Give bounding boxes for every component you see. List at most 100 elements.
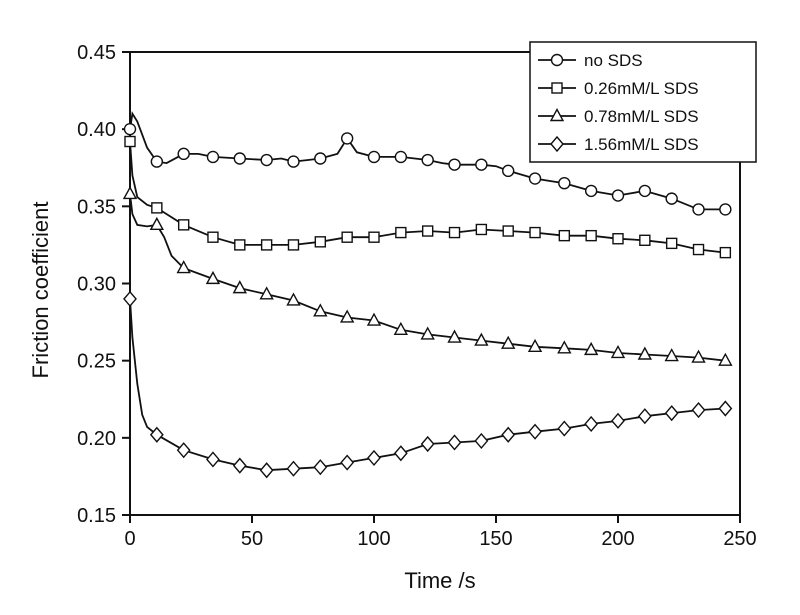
data-point: [232, 457, 247, 474]
data-point: [719, 203, 732, 216]
x-axis-ticks: 0 50 100 150 200 250: [124, 515, 757, 550]
data-point: [527, 338, 543, 352]
data-point: [719, 246, 732, 259]
x-tick-label: 100: [357, 528, 390, 550]
data-point: [340, 132, 354, 145]
data-point: [584, 415, 599, 433]
legend: no SDS 0.26mM/L SDS 0.78mM/L SDS 1.56mM/L S…: [529, 41, 757, 163]
legend-marker: [549, 108, 565, 122]
legend-label: no SDS: [584, 51, 643, 70]
data-point: [447, 329, 462, 343]
data-point: [368, 231, 380, 243]
data-point: [502, 164, 515, 178]
data-point: [260, 153, 273, 167]
data-point: [259, 286, 274, 300]
data-point: [367, 449, 381, 466]
data-point: [234, 239, 246, 251]
data-point: [585, 229, 597, 242]
data-point: [692, 203, 705, 216]
series-layer: [122, 111, 733, 479]
data-point: [314, 152, 327, 165]
data-point: [341, 231, 353, 243]
x-tick-label: 0: [124, 528, 135, 550]
data-point: [259, 462, 274, 479]
data-point: [176, 260, 191, 274]
x-tick-label: 200: [601, 528, 634, 550]
data-point: [637, 346, 653, 360]
y-axis-title: Friction coefficient: [28, 202, 53, 379]
data-point: [176, 442, 191, 459]
data-point: [447, 434, 462, 451]
x-tick-label: 50: [241, 528, 263, 550]
data-point: [367, 150, 381, 164]
y-tick-label: 0.15: [77, 505, 116, 527]
data-point: [314, 236, 327, 248]
data-point: [313, 459, 328, 476]
y-tick-label: 0.40: [77, 119, 116, 141]
data-point: [448, 226, 461, 239]
series-0: [123, 111, 732, 216]
data-point: [558, 229, 571, 242]
data-point: [340, 454, 355, 471]
legend-label: 0.26mM/L SDS: [584, 79, 699, 98]
data-point: [232, 280, 247, 294]
data-point: [692, 243, 705, 256]
data-point: [610, 344, 626, 359]
data-point: [421, 153, 434, 167]
data-point: [313, 303, 328, 317]
data-point: [233, 152, 247, 165]
data-point: [206, 150, 220, 164]
data-point: [557, 340, 572, 354]
data-point: [639, 234, 651, 246]
data-point: [665, 192, 678, 205]
series-line: [129, 111, 726, 211]
data-point: [177, 219, 190, 231]
data-point: [149, 216, 165, 231]
data-point: [123, 122, 137, 136]
y-tick-label: 0.25: [77, 351, 116, 373]
data-point: [122, 186, 138, 200]
data-point: [664, 405, 679, 422]
data-point: [474, 332, 489, 346]
data-point: [177, 147, 190, 161]
x-axis-title: Time /s: [404, 568, 475, 593]
data-point: [718, 400, 733, 417]
data-point: [393, 445, 408, 462]
data-point: [611, 412, 625, 429]
legend-marker: [550, 135, 564, 153]
legend-marker: [550, 53, 564, 67]
series-2: [122, 186, 733, 366]
data-point: [611, 189, 625, 202]
data-point: [475, 223, 488, 236]
data-point: [420, 435, 435, 453]
data-point: [501, 426, 516, 443]
data-point: [421, 225, 434, 237]
data-point: [557, 420, 572, 437]
legend-box: [529, 41, 757, 163]
data-point: [123, 290, 137, 308]
y-tick-label: 0.45: [77, 42, 116, 64]
data-point: [207, 231, 219, 243]
x-tick-label: 250: [723, 528, 756, 550]
data-point: [612, 233, 624, 245]
data-point: [475, 158, 488, 171]
data-point: [420, 326, 435, 340]
data-point: [474, 432, 489, 449]
y-axis-ticks: 0.15 0.20 0.25 0.30 0.35 0.40 0.45: [77, 42, 130, 527]
series-3: [123, 290, 733, 479]
data-point: [287, 239, 300, 251]
data-point: [206, 451, 220, 468]
data-point: [448, 158, 461, 171]
data-point: [665, 237, 678, 250]
y-tick-label: 0.20: [77, 428, 116, 450]
legend-label: 0.78mM/L SDS: [584, 107, 699, 126]
data-point: [393, 321, 409, 335]
data-point: [366, 312, 382, 326]
data-point: [584, 184, 598, 198]
x-tick-label: 150: [479, 528, 512, 550]
data-point: [691, 349, 706, 363]
data-point: [149, 426, 164, 443]
data-point: [124, 135, 136, 148]
data-point: [638, 184, 652, 198]
